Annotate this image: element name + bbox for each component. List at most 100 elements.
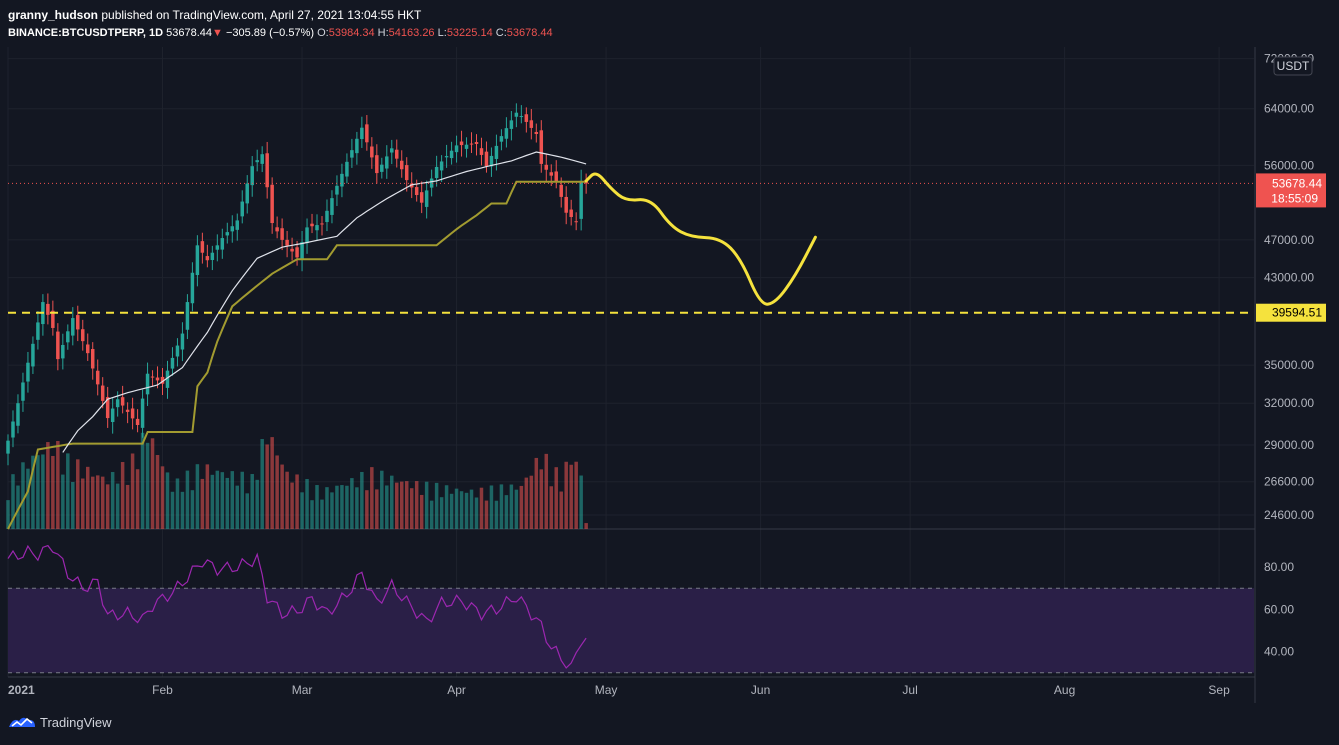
volume-bar [130, 453, 135, 529]
candle-body [300, 242, 304, 260]
brand-footer[interactable]: TradingView [8, 714, 112, 730]
candle-body [76, 315, 80, 330]
candle-body [484, 151, 489, 167]
candle-body [375, 155, 379, 174]
candle-body [519, 116, 524, 118]
candle-body [504, 128, 509, 139]
candle-body [380, 164, 384, 172]
volume-bar [16, 485, 20, 529]
volume-bar [529, 475, 534, 529]
candle-body [51, 310, 55, 328]
candle-body [419, 192, 424, 203]
time-axis-tick: Apr [447, 683, 466, 697]
volume-bar [46, 442, 50, 529]
volume-bar [81, 478, 85, 529]
candle-body [220, 238, 225, 250]
volume-bar [90, 476, 95, 529]
candle-body [534, 131, 539, 134]
time-axis-tick: 2021 [8, 683, 35, 697]
candle-body [429, 178, 434, 188]
volume-bar [95, 475, 100, 529]
volume-bar [105, 484, 110, 529]
time-axis-tick: Aug [1054, 683, 1075, 697]
candle-body [150, 376, 155, 378]
volume-bar [160, 466, 165, 529]
volume-bar [345, 485, 349, 529]
symbol-label[interactable]: BINANCE:BTCUSDTPERP, 1D [8, 27, 164, 39]
candle-body [21, 382, 25, 401]
level-tag-box [1256, 303, 1326, 322]
volume-bar [444, 485, 449, 529]
candle-body [365, 124, 369, 143]
candle-body [195, 245, 200, 276]
candle-body [345, 161, 349, 177]
candle-body [474, 142, 479, 144]
candle-body [95, 370, 100, 385]
candle-body [355, 138, 359, 154]
volume-bar [459, 491, 464, 529]
price-tag-countdown: 18:55:09 [1271, 191, 1318, 205]
candle-body [539, 130, 544, 164]
candle-body [529, 120, 534, 128]
volume-bar [285, 471, 289, 529]
candle-body [295, 247, 299, 258]
volume-bar [150, 438, 155, 529]
volume-bar [135, 469, 140, 529]
candle-body [444, 156, 449, 158]
level-tag-value: 39594.51 [1272, 306, 1322, 320]
candle-body [105, 397, 110, 419]
author-name[interactable]: granny_hudson [8, 8, 99, 22]
candle-body [459, 141, 464, 146]
volume-bar [554, 467, 558, 529]
volume-bar [469, 489, 474, 529]
volume-bar [265, 444, 269, 529]
volume-bar [395, 482, 399, 529]
candle-body [409, 183, 414, 188]
volume-bar [56, 441, 60, 529]
volume-bar [190, 490, 195, 529]
volume-bar [125, 484, 130, 529]
time-axis-tick: Sep [1208, 683, 1230, 697]
candle-body [205, 256, 210, 261]
volume-bar [315, 485, 319, 529]
candle-body [335, 185, 339, 195]
candle-body [315, 225, 319, 231]
volume-bar [120, 462, 125, 529]
level-tag: 39594.51 [1256, 303, 1326, 322]
volume-bar [245, 493, 249, 529]
volume-bar [584, 523, 588, 529]
baseline-line [7, 180, 587, 530]
volume-bar [429, 500, 434, 529]
candle-body [569, 209, 573, 217]
candle-body [449, 150, 454, 159]
currency-badge-text: USDT [1277, 59, 1310, 73]
candle-body [434, 166, 439, 179]
volume-series [6, 432, 588, 529]
candle-body [46, 303, 50, 315]
currency-badge[interactable]: USDT [1273, 56, 1313, 76]
volume-bar [31, 455, 35, 529]
candle-body [245, 183, 249, 204]
high-label: H: [377, 27, 389, 39]
candle-body [85, 344, 90, 354]
candle-body [424, 190, 429, 207]
volume-bar [419, 494, 424, 529]
volume-bar [36, 455, 40, 529]
price-axis-tick: 56000.00 [1264, 158, 1314, 172]
candle-body [160, 376, 165, 384]
candle-body [514, 112, 519, 117]
volume-bar [464, 492, 469, 529]
volume-bar [534, 457, 539, 529]
price-tag-value: 53678.44 [1272, 176, 1322, 190]
candle-body [404, 165, 409, 181]
forecast-path[interactable] [584, 172, 817, 306]
volume-bar [41, 454, 45, 529]
volume-bar [355, 487, 359, 529]
volume-bar [519, 485, 524, 529]
down-arrow-icon: ▼ [212, 27, 223, 39]
price-axis-tick: 47000.00 [1264, 233, 1314, 247]
candle-body [469, 143, 474, 145]
volume-bar [145, 442, 150, 529]
candle-body [175, 345, 180, 357]
